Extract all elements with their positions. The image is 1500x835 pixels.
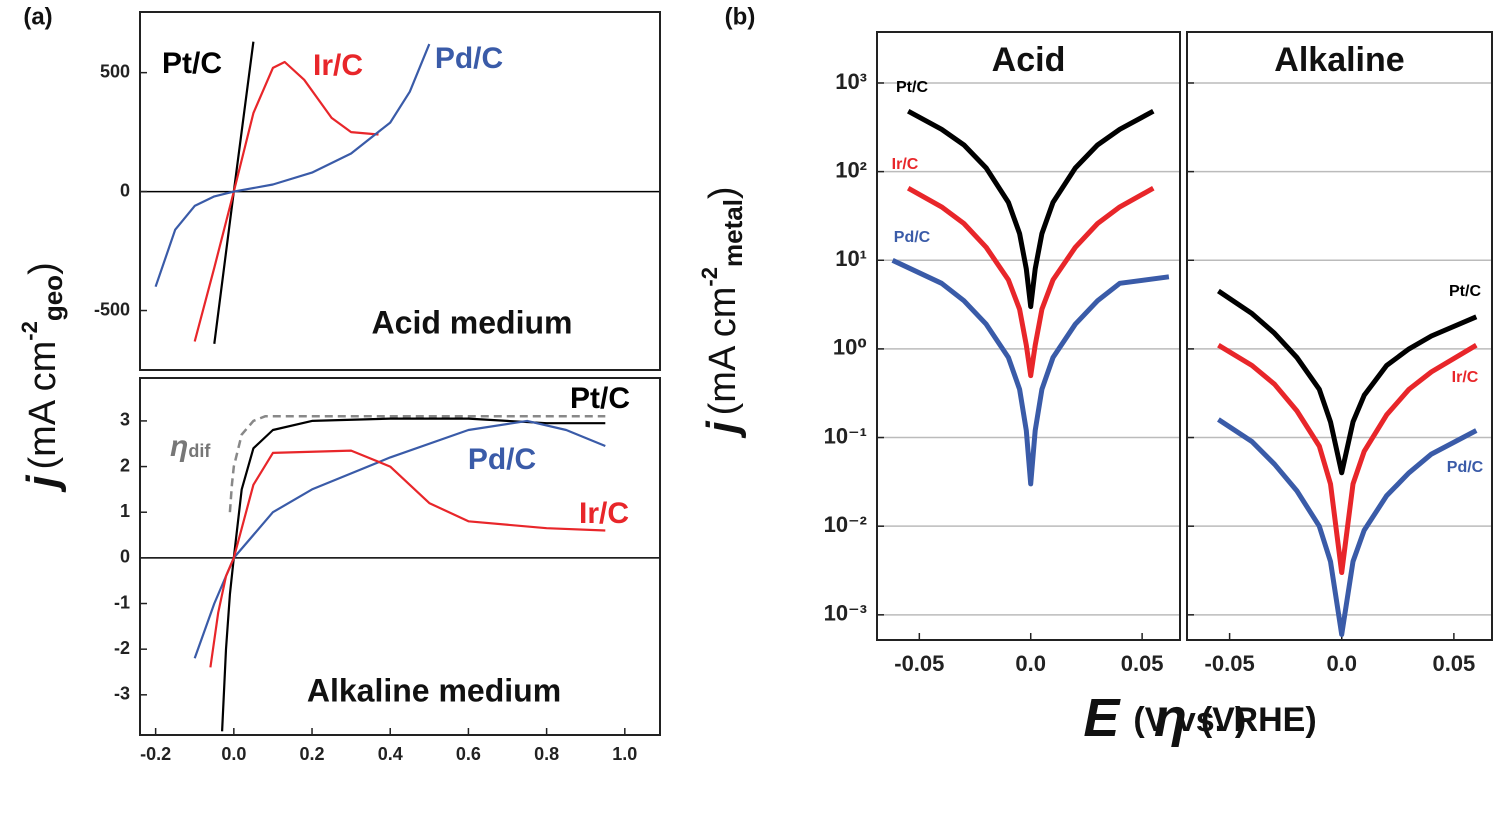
x-axis-label: η (V) (1154, 688, 1246, 748)
x-tick-label: 0.05 (1121, 651, 1164, 676)
y-tick-label: 2 (120, 455, 130, 475)
y-label-symbol: j (18, 475, 67, 493)
y-tick-label: 10¹ (835, 246, 867, 271)
series-line (906, 186, 1155, 379)
y-axis-label: j (mA cm-2metal) (697, 186, 748, 438)
y-label-close: ) (702, 186, 744, 199)
panel-label: (a) (23, 3, 52, 30)
series-line (193, 60, 379, 342)
x-tick-label: -0.2 (140, 744, 171, 764)
panel: -3 -2 -1 0 1 2 3 -0.2 0.0 0.2 0.4 0.6 0.8 1.0 Pt/C Pd/C… (114, 377, 1317, 764)
y-label-subscript: metal (718, 199, 748, 267)
panel-label: (b) (725, 3, 756, 30)
y-label-unit: (mA cm (702, 287, 744, 416)
x-tick-label: 0.8 (534, 744, 559, 764)
annotation: Acid medium (372, 304, 573, 340)
panel-title: Alkaline (1274, 41, 1404, 79)
x-label-text: (V vs. RHE) (1133, 701, 1316, 739)
y-tick-label: 1 (120, 501, 130, 521)
y-tick-label: 10⁻² (824, 512, 867, 537)
panel-title: Acid (992, 41, 1066, 79)
y-tick-label: 0 (120, 180, 130, 200)
series-line (1217, 288, 1478, 476)
x-tick-label: 1.0 (612, 744, 637, 764)
series-line (154, 43, 431, 288)
y-axis-label: j (mA cm-2geo) (17, 262, 68, 492)
y-label-subscript: geo (38, 275, 68, 321)
y-tick-label: 10³ (835, 69, 867, 94)
series-label: Ir/C (892, 156, 919, 173)
series-line (221, 417, 606, 732)
x-tick-label: 0.2 (300, 744, 325, 764)
y-label-close: ) (22, 262, 64, 275)
y-tick-label: 10⁰ (833, 335, 867, 360)
x-label-symbol: E (1083, 688, 1121, 748)
series-line (1217, 343, 1478, 575)
y-tick-label: -2 (114, 638, 130, 658)
plot-frame (139, 11, 661, 371)
x-tick-label: 0.4 (378, 744, 403, 764)
series-line (891, 258, 1170, 487)
x-label-symbol: η (1154, 688, 1187, 748)
x-tick-label: 0.0 (1015, 651, 1046, 676)
x-tick-label: 0.0 (221, 744, 246, 764)
series-label: Pt/C (570, 382, 630, 415)
y-tick-label: -1 (114, 592, 130, 612)
series-label: Pt/C (1449, 283, 1481, 300)
series-label: Pt/C (896, 79, 928, 96)
series-line (209, 449, 606, 668)
series-line (1217, 417, 1478, 637)
series-label: Ir/C (313, 49, 363, 82)
x-axis-label: E (V vs. RHE) (1083, 688, 1316, 748)
series-label: Ir/C (1452, 369, 1479, 386)
panel: -500 0 500 Pt/C Ir/C Pd/C Acid medium (a) j (mA c… (17, 3, 661, 493)
x-tick-label: 0.05 (1432, 651, 1475, 676)
plot-frame (1186, 31, 1493, 641)
series-line (907, 109, 1155, 310)
y-tick-label: 10⁻¹ (824, 423, 867, 448)
y-label-symbol: j (698, 421, 747, 439)
ideal-curve (228, 415, 606, 513)
y-label-exponent: -2 (17, 321, 42, 341)
x-tick-label: -0.05 (1205, 651, 1255, 676)
x-tick-label: 0.0 (1326, 651, 1357, 676)
y-tick-label: -3 (114, 684, 130, 704)
y-tick-label: 3 (120, 410, 130, 430)
series-label: Pd/C (468, 443, 536, 476)
series-label: Pd/C (1447, 459, 1484, 476)
y-label-unit: (mA cm (22, 341, 64, 470)
y-label-exponent: -2 (697, 267, 722, 287)
x-tick-label: -0.05 (894, 651, 944, 676)
y-tick-label: -500 (94, 299, 130, 319)
panel: -0.05 0.0 0.05 Pt/C Ir/C Pd/C Alkaline (1186, 31, 1493, 676)
series-label: Pd/C (894, 229, 931, 246)
eta-subscript: dif (188, 441, 211, 461)
y-tick-label: 0 (120, 547, 130, 567)
series-label: Ir/C (579, 497, 629, 530)
x-label-text: (V) (1201, 701, 1246, 739)
eta-symbol: η (170, 430, 188, 463)
y-tick-label: 10⁻³ (824, 601, 867, 626)
x-tick-label: 0.6 (456, 744, 481, 764)
series-line (193, 419, 606, 659)
plot-frame (876, 31, 1181, 641)
plot-frame (139, 377, 661, 736)
annotation: Alkaline medium (307, 672, 561, 708)
y-tick-label: 10² (835, 157, 867, 182)
eta-label: ηdif (170, 430, 211, 463)
panel: 10⁻³ 10⁻² 10⁻¹ 10⁰ 10¹ 10² 10³ -0.05 0.0 0.05 Pt/C… (697, 3, 1246, 748)
y-tick-label: 500 (100, 61, 130, 81)
series-label: Pt/C (162, 47, 222, 80)
series-label: Pd/C (435, 42, 503, 75)
